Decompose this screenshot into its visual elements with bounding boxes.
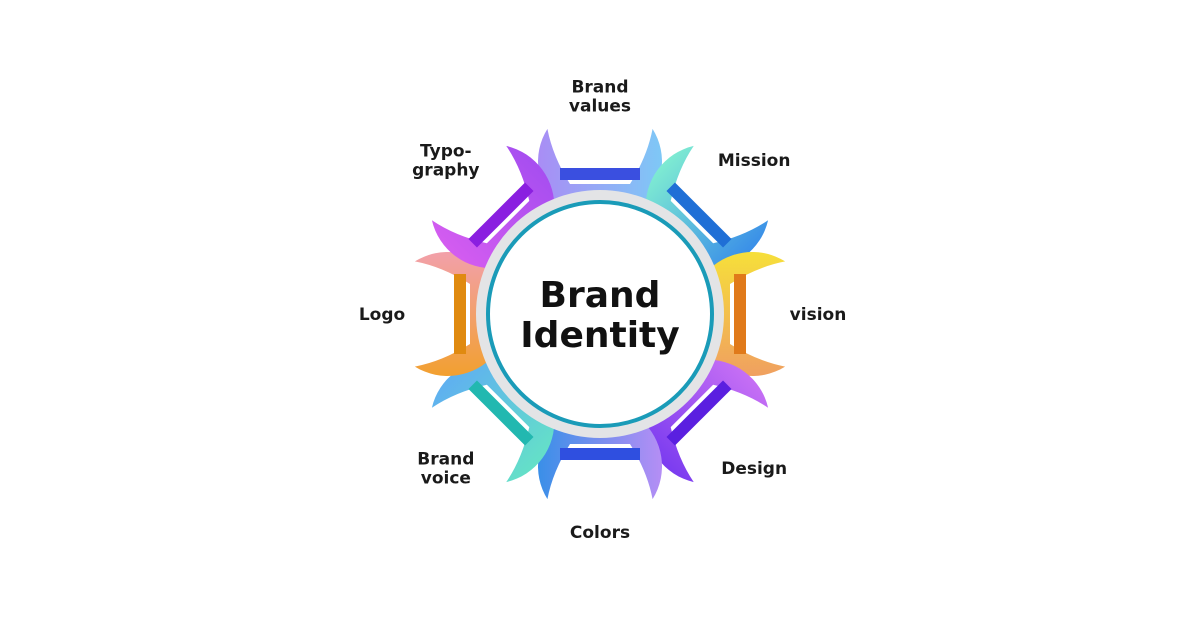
petal-band-colors [560,448,640,460]
petal-label-mission-line-1: Mission [718,151,791,171]
petal-band-brand-voice [468,380,534,446]
petal-label-design-line-1: Design [721,459,787,479]
petal-band-design [666,380,732,446]
petal-band-mission [666,182,732,248]
petal-inner-circle-typography [399,113,492,206]
petal-label-colors-line-1: Colors [570,523,630,543]
petal-label-logo-line-1: Logo [359,305,405,325]
center-title-line-2: Identity [520,315,679,356]
center-hub: Brand Identity [476,190,724,438]
petal-inner-circle-brand-voice [399,422,492,515]
petal-label-brand-values-line-1: Brand [571,78,628,98]
petal-label-typography-line-2: graphy [412,160,479,180]
petal-band-typography [468,182,534,248]
petal-inner-circle-vision [772,268,864,360]
center-title-line-1: Brand [540,275,661,316]
petal-band-brand-values [560,168,640,180]
petal-label-brand-voice-line-1: Brand [417,450,474,470]
petal-inner-circle-brand-values [554,50,646,142]
center-inner-ring [486,200,714,428]
petal-band-vision [734,274,746,354]
petal-inner-circle-design [708,422,801,515]
petal-label-vision-line-1: vision [790,305,847,325]
petal-inner-circle-colors [554,486,646,578]
petal-design: Design [645,359,801,515]
petal-band-logo [454,274,466,354]
petal-inner-circle-logo [336,268,428,360]
petal-label-typography-line-1: Typo- [420,141,472,161]
petal-inner-circle-mission [708,113,801,206]
petal-label-brand-voice-line-2: voice [421,469,471,489]
petal-label-brand-values-line-2: values [569,97,631,117]
